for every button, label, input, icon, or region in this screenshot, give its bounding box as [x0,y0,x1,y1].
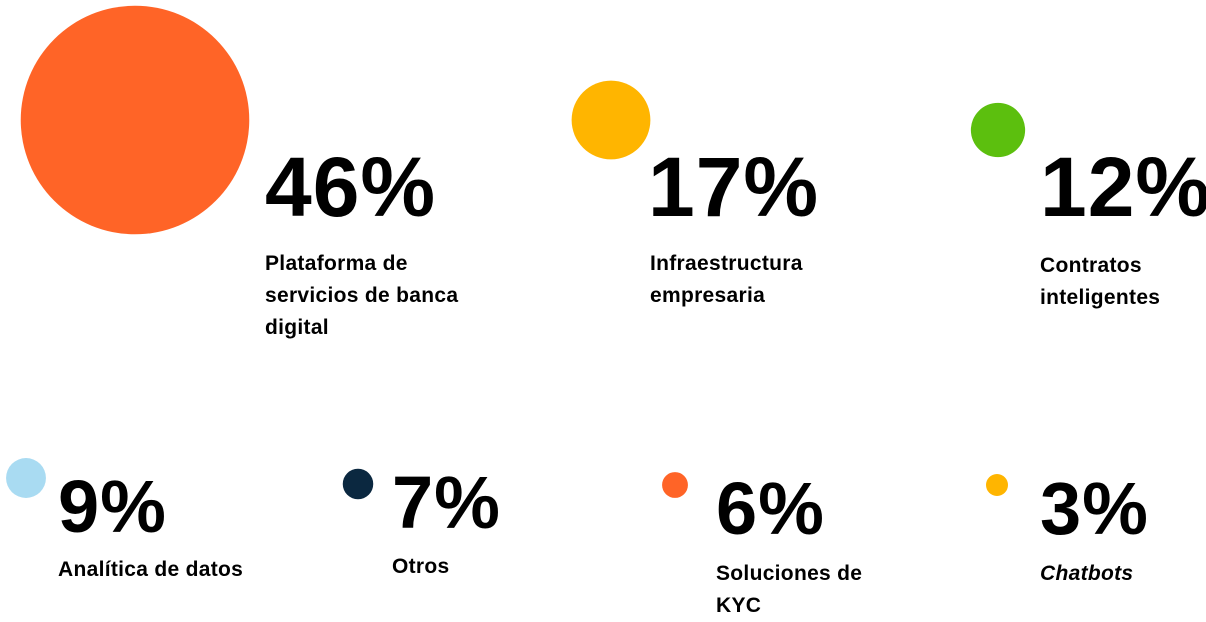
percent-label: 46% [265,140,437,234]
bubble [986,474,1008,496]
bubble [342,468,374,500]
category-label: Plataforma de servicios de banca digital [265,252,459,339]
bubble [571,80,651,160]
bubble [970,102,1026,158]
percent-label: 12% [1040,140,1206,234]
category-label: Analítica de datos [58,558,244,581]
percent-label: 17% [648,140,820,234]
category-label: Soluciones de KYC [716,562,863,617]
percent-label: 3% [1040,467,1149,550]
bubble [662,472,688,498]
percent-label: 9% [58,465,167,548]
bubble [20,5,250,235]
category-label: Contratos inteligentes [1040,254,1161,309]
percent-label: 6% [716,467,825,550]
category-label: Infraestructura empresaria [650,252,803,307]
category-label: Chatbots [1040,562,1134,585]
category-label: Otros [392,555,450,578]
percent-label: 7% [392,461,501,544]
bubble [6,458,46,498]
